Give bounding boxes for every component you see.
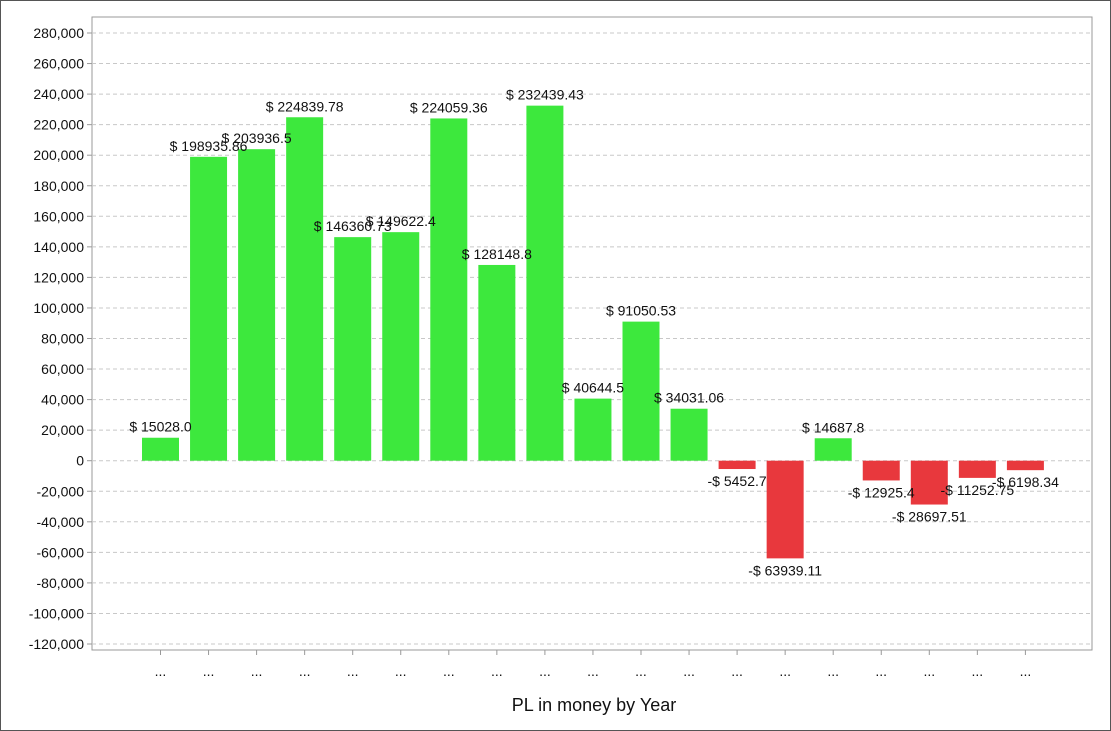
- x-tick-label: ...: [683, 663, 695, 679]
- bar-data-label: $ 232439.43: [506, 87, 584, 103]
- bar-data-label: -$ 12925.4: [848, 484, 915, 500]
- y-tick-label: -40,000: [37, 514, 85, 530]
- x-tick-label: ...: [203, 663, 215, 679]
- x-tick-label: ...: [875, 663, 887, 679]
- y-tick-label: 280,000: [33, 25, 84, 41]
- bar: [478, 264, 516, 461]
- x-tick-label: ...: [443, 663, 455, 679]
- x-tick-label: ...: [155, 663, 167, 679]
- bar: [526, 105, 564, 461]
- y-axis: 280,000 260,000 240,000 220,000 200,000 180,0…: [29, 25, 92, 652]
- bar: [622, 321, 660, 461]
- x-tick-label: ...: [587, 663, 599, 679]
- y-tick-label: 180,000: [33, 178, 84, 194]
- bar-data-label: $ 15028.0: [129, 419, 191, 435]
- bar-data-label: $ 34031.06: [654, 390, 724, 406]
- bar: [958, 460, 996, 478]
- x-tick-label: ...: [779, 663, 791, 679]
- y-tick-label: 60,000: [41, 361, 84, 377]
- x-tick-label: ...: [539, 663, 551, 679]
- y-tick-label: 220,000: [33, 117, 84, 133]
- y-tick-label: -100,000: [29, 605, 84, 621]
- bar: [1006, 460, 1044, 471]
- y-tick-label: -60,000: [37, 544, 85, 560]
- bar-data-label: $ 149622.4: [366, 213, 436, 229]
- bar: [142, 437, 179, 461]
- x-tick-label: ...: [635, 663, 647, 679]
- bar: [862, 460, 900, 481]
- x-tick-label: ...: [731, 663, 743, 679]
- y-tick-label: -20,000: [37, 483, 85, 499]
- bar-data-label: -$ 6198.34: [992, 474, 1059, 490]
- bar-data-label: $ 224839.78: [266, 98, 344, 114]
- y-tick-label: 240,000: [33, 86, 84, 102]
- y-tick-label: 260,000: [33, 56, 84, 72]
- x-tick-label: ...: [347, 663, 359, 679]
- bar-data-label: -$ 5452.7: [708, 473, 767, 489]
- plot-area: [91, 16, 1093, 651]
- x-tick-label: ...: [923, 663, 935, 679]
- bar: [574, 398, 612, 461]
- bar: [286, 117, 324, 461]
- x-axis-title: PL in money by Year: [512, 695, 676, 715]
- y-tick-label: 20,000: [41, 422, 84, 438]
- bar: [814, 438, 852, 461]
- y-tick-label: 80,000: [41, 331, 84, 347]
- y-tick-label: -80,000: [37, 575, 85, 591]
- y-tick-label: 160,000: [33, 208, 84, 224]
- x-tick-label: ...: [299, 663, 311, 679]
- bar: [766, 460, 804, 559]
- bar-data-label: -$ 28697.51: [892, 509, 967, 525]
- bar-data-label: $ 40644.5: [562, 380, 624, 396]
- bar-data-label: $ 203936.5: [222, 130, 292, 146]
- x-tick-label: ...: [491, 663, 503, 679]
- bar-data-label: $ 14687.8: [802, 419, 864, 435]
- bar-data-label: $ 146360.73: [314, 218, 392, 234]
- bar-data-label: -$ 63939.11: [748, 562, 822, 578]
- bars: [142, 105, 1044, 559]
- bar: [718, 460, 756, 470]
- bar: [238, 149, 276, 461]
- bar-data-label: $ 128148.8: [462, 246, 532, 262]
- x-tick-label: ...: [395, 663, 407, 679]
- bar: [382, 232, 420, 461]
- x-tick-label: ...: [972, 663, 984, 679]
- bar: [334, 237, 372, 461]
- x-tick-label: ...: [827, 663, 839, 679]
- bar-data-label: $ 91050.53: [606, 303, 676, 319]
- x-axis: ........................................…: [155, 650, 1032, 679]
- y-tick-label: 40,000: [41, 392, 84, 408]
- bar: [190, 156, 228, 461]
- x-tick-label: ...: [251, 663, 263, 679]
- bar: [910, 460, 948, 505]
- y-tick-label: 0: [76, 453, 84, 469]
- x-tick-label: ...: [1020, 663, 1032, 679]
- y-tick-label: -120,000: [29, 636, 84, 652]
- bar-data-label: $ 198935.86: [170, 138, 248, 154]
- y-tick-label: 100,000: [33, 300, 84, 316]
- y-tick-label: 140,000: [33, 239, 84, 255]
- y-tick-label: 200,000: [33, 147, 84, 163]
- y-tick-label: 120,000: [33, 269, 84, 285]
- bar: [430, 118, 468, 461]
- bar-data-label: -$ 11252.75: [940, 482, 1014, 498]
- bar-data-label: $ 224059.36: [410, 99, 488, 115]
- bar: [670, 408, 708, 461]
- data-labels: $ 15028.0 $ 198935.86$ 203936.5 $ 224839.7…: [129, 87, 1059, 579]
